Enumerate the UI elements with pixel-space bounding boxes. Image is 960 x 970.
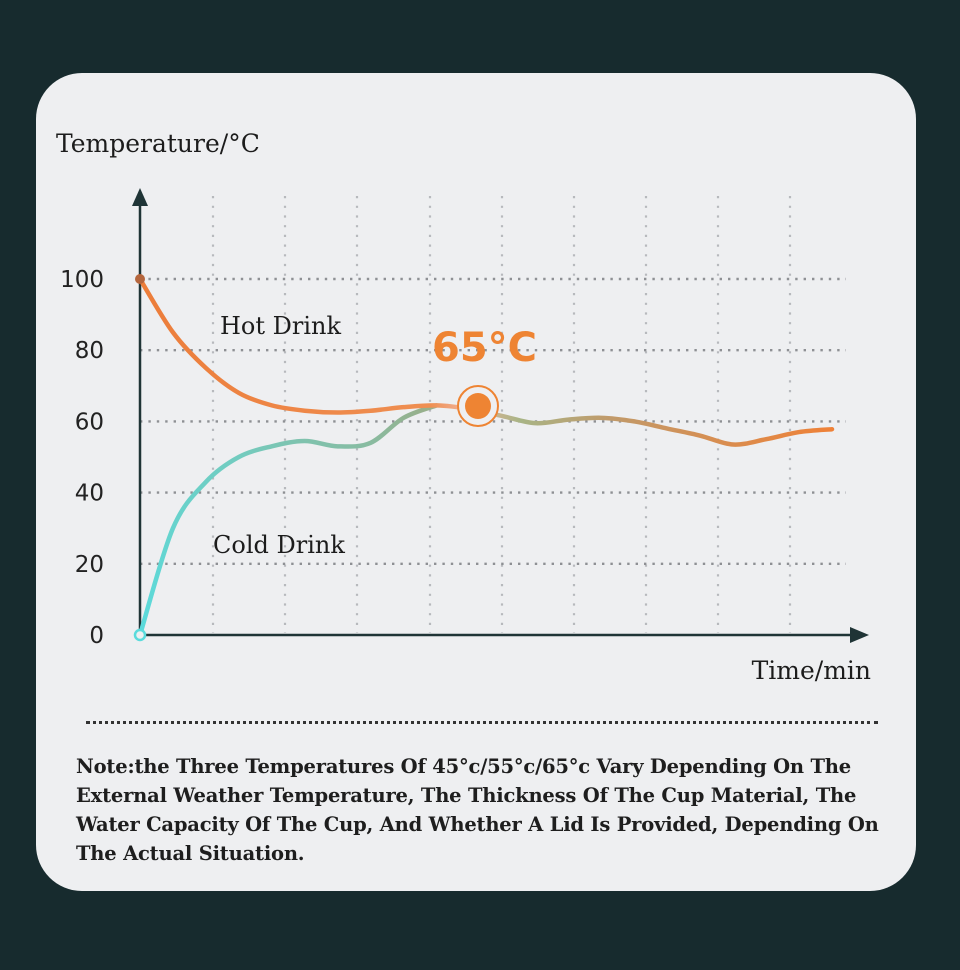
hot-drink-label: Hot Drink	[220, 312, 342, 340]
x-axis-title: Time/min	[752, 656, 871, 685]
y-axis-title: Temperature/°C	[56, 129, 260, 158]
cold-drink-label: Cold Drink	[213, 531, 345, 559]
x-axis-arrow-icon	[850, 627, 869, 643]
series-lines	[133, 274, 835, 642]
y-tick-label: 0	[89, 623, 104, 649]
temperature-chart: 0 20 40 60 80 100 Hot Drink Cold Drink 65°C Tem…	[56, 129, 871, 685]
note-text: Note:the Three Temperatures Of 45°c/55°c…	[76, 755, 879, 865]
cold-drink-line	[137, 403, 439, 638]
meeting-point-marker	[465, 393, 491, 419]
y-tick-label: 40	[75, 481, 104, 507]
cold-drink-start-point	[133, 628, 147, 642]
series-labels: Hot Drink Cold Drink 65°C	[213, 312, 537, 559]
y-tick-label: 60	[75, 409, 104, 435]
y-tick-label: 80	[75, 338, 104, 364]
y-tick-label: 100	[60, 267, 104, 293]
hot-drink-start-point	[135, 274, 145, 284]
axes	[132, 188, 869, 643]
grid-lines	[140, 196, 846, 633]
y-axis-arrow-icon	[132, 188, 148, 206]
y-tick-labels: 0 20 40 60 80 100	[60, 267, 104, 649]
dotted-divider	[86, 721, 878, 724]
y-tick-label: 20	[75, 552, 104, 578]
chart-card	[36, 73, 916, 891]
temperature-callout: 65°C	[432, 325, 537, 371]
